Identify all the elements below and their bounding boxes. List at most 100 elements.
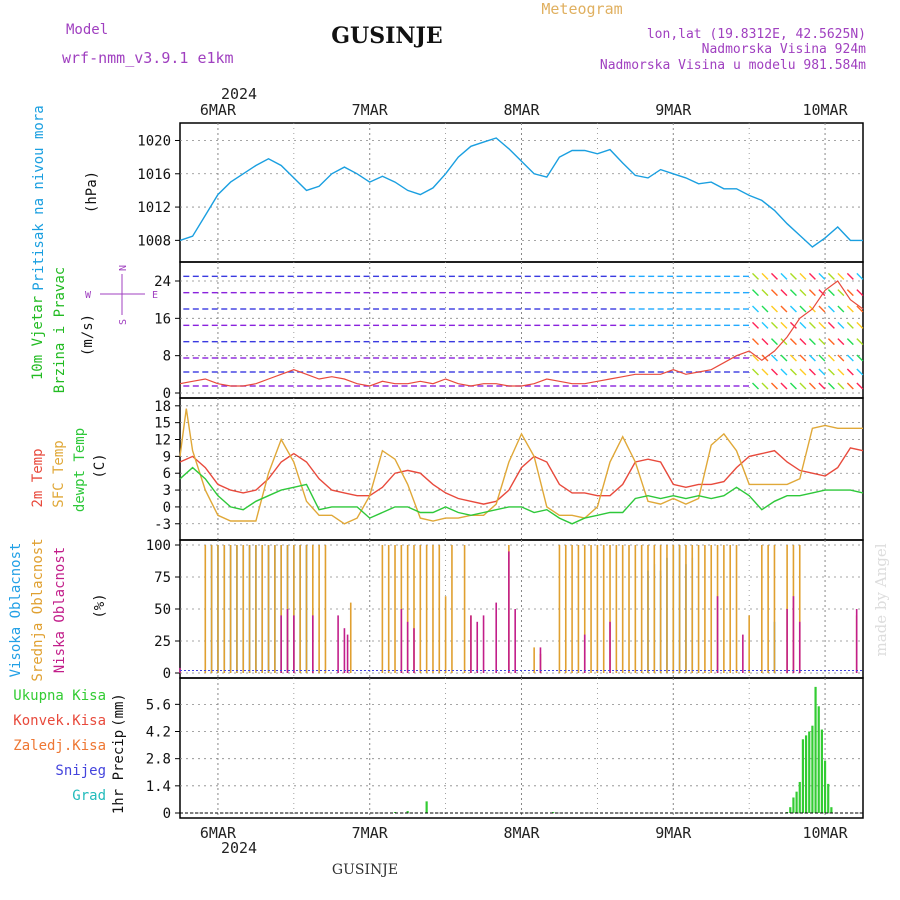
wind-barb <box>837 354 845 362</box>
cloud-bar-cloud_mid <box>274 545 276 673</box>
cloud-bar-cloud_mid <box>318 545 320 673</box>
wind-barb <box>846 368 854 376</box>
cloud-bar-cloud_mid <box>425 545 428 673</box>
wind-barb <box>827 305 835 313</box>
wind-barb <box>789 289 797 297</box>
cloud-bar-cloud_mid <box>773 545 776 673</box>
wind-barb <box>761 305 769 313</box>
wind-barb <box>761 368 769 376</box>
wind-barb <box>846 321 854 329</box>
wind-barb <box>799 354 807 362</box>
compass-n: N <box>118 265 129 271</box>
cloud-labels: Visoka Oblacnost Srednja Oblacnost Niska… <box>8 538 108 681</box>
sfc-temp-label: SFC Temp <box>51 440 67 507</box>
cloud-bar-cloud_mid <box>255 545 257 673</box>
wind-barb <box>780 338 788 346</box>
cloud-bar-cloud_mid <box>451 545 453 673</box>
precip-graupel-label: Grad <box>72 788 106 804</box>
day-label-top: 9MAR <box>655 101 692 119</box>
ytick-label: 18 <box>154 399 171 415</box>
wind-barb <box>837 272 845 280</box>
model-elevation-label: Nadmorska Visina u modelu 981.584m <box>600 58 866 73</box>
precip-frozen-label: Zaledj.Kisa <box>13 738 106 754</box>
precip-bar <box>804 735 808 813</box>
cloud-bar-cloud_low <box>293 615 295 673</box>
cloud-bar-cloud_low <box>514 609 516 673</box>
wind-barb <box>761 272 769 280</box>
precip-bar <box>792 797 795 813</box>
year-bottom: 2024 <box>221 839 257 857</box>
wind-barb <box>856 289 864 297</box>
cloud-bar-cloud_low <box>400 609 403 673</box>
precip-labels: Ukupna Kisa Konvek.Kisa Zaledj.Kisa Snij… <box>13 688 127 814</box>
wind-barb <box>751 368 759 376</box>
compass-s: S <box>118 319 129 325</box>
wind-barb <box>780 354 788 362</box>
wind-barb <box>818 354 826 362</box>
ytick-label: 100 <box>146 538 171 554</box>
wind-barb <box>846 382 854 390</box>
wind-barb <box>808 338 816 346</box>
precip-bar <box>830 807 833 813</box>
panel-wind: 0 8 16 24 <box>154 261 864 402</box>
cloud-bar-cloud_mid <box>628 545 630 673</box>
day-label-top: 10MAR <box>802 101 848 119</box>
precip-bar <box>406 811 409 813</box>
wind-barb <box>789 272 797 280</box>
ytick-label: 1012 <box>137 200 171 216</box>
ytick-label: 9 <box>163 449 171 465</box>
series-line-pressure <box>179 137 863 248</box>
cloud-bar-cloud_mid <box>299 545 301 673</box>
cloud-bar-cloud_mid <box>571 545 573 673</box>
precip-bar <box>808 731 811 813</box>
cloud-bar-cloud_mid <box>229 545 232 673</box>
wind-speed-line <box>179 280 864 387</box>
wind-barb <box>789 338 797 346</box>
panel-precip: 0 1.4 2.8 4.2 5.6 <box>146 677 864 822</box>
cloud-bar-cloud_mid <box>710 545 713 673</box>
ytick-label: 1016 <box>137 167 171 183</box>
cloud-bar-cloud_low <box>508 551 510 673</box>
compass-w: W <box>85 290 92 301</box>
wind-barb <box>837 305 845 313</box>
wind-barb <box>799 289 807 297</box>
wind-barb <box>789 368 797 376</box>
wind-barb <box>818 272 826 280</box>
cloud-bar-cloud_low <box>312 615 314 673</box>
wind-barb <box>789 354 797 362</box>
ytick-label: 16 <box>154 311 171 327</box>
wind-barb <box>818 338 826 346</box>
ytick-label: 3 <box>163 483 171 499</box>
wind-barb <box>846 354 854 362</box>
wind-barb <box>846 305 854 313</box>
cloud-bar-cloud_mid <box>533 647 535 673</box>
wind-barb <box>789 382 797 390</box>
wind-barb <box>808 272 816 280</box>
cloud-bar-cloud_low <box>337 615 339 673</box>
cloud-bar-cloud_mid <box>583 545 586 673</box>
ytick-label: 1.4 <box>146 779 171 795</box>
precip-conv-label: Konvek.Kisa <box>13 713 106 729</box>
cloud-bar-cloud_mid <box>697 545 700 673</box>
day-label-bottom: 7MAR <box>352 824 389 842</box>
cloud-bar-cloud_mid <box>210 545 213 673</box>
wind-barb <box>837 382 845 390</box>
wind-barb <box>837 289 845 297</box>
cloud-mid-label: Srednja Oblacnost <box>30 538 46 681</box>
wind-barb <box>799 338 807 346</box>
wind-unit: (m/s) <box>80 314 96 356</box>
cloud-bar-cloud_mid <box>413 545 415 673</box>
cloud-bar-cloud_mid <box>406 545 409 673</box>
cloud-bar-cloud_low <box>343 628 346 673</box>
cloud-bar-cloud_mid <box>735 545 738 673</box>
wind-labels: 10m Vjetar Brzina i Pravac (m/s) N S W E <box>30 265 158 393</box>
wind-barb <box>856 354 864 362</box>
temp-labels: 2m Temp SFC Temp dewpt Temp (C) <box>30 428 108 512</box>
wind-barb <box>818 305 826 313</box>
wind-barb <box>789 305 797 313</box>
wind-barb <box>799 368 807 376</box>
precip-bar <box>817 706 820 813</box>
cloud-bar-cloud_mid <box>691 545 694 673</box>
wind-barb <box>846 272 854 280</box>
cloud-bar-cloud_low <box>855 609 858 673</box>
